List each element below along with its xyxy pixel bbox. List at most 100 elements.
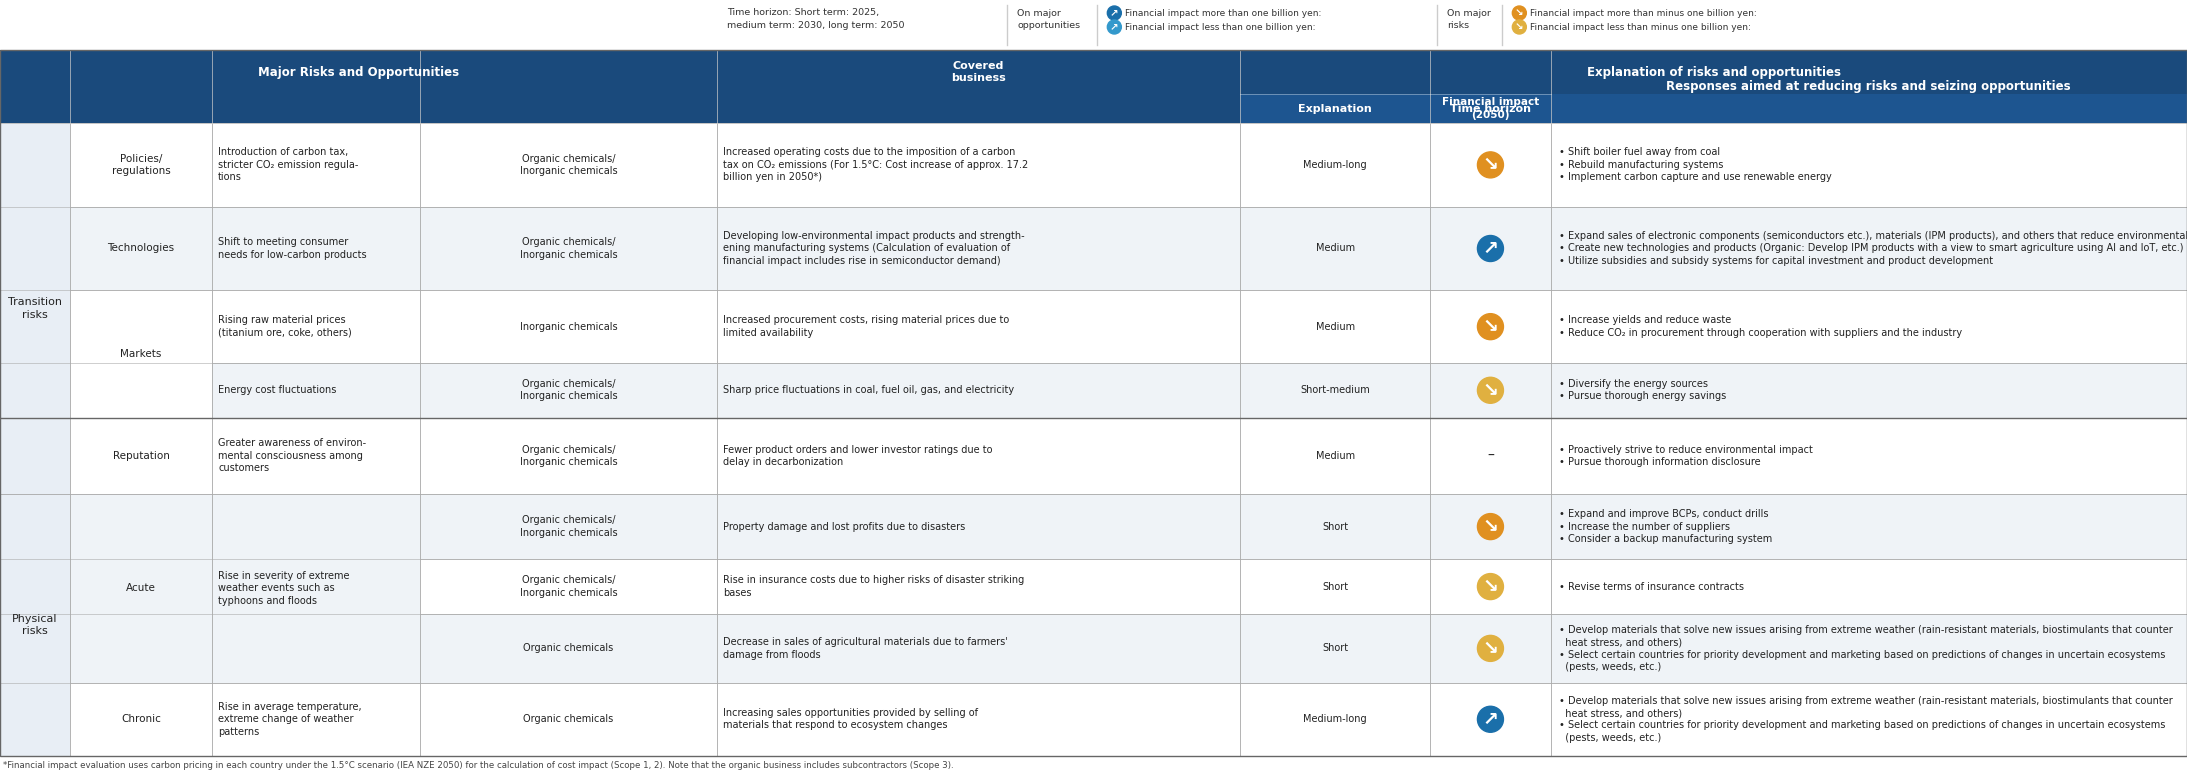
Text: • Expand and improve BCPs, conduct drills
• Increase the number of suppliers
• C: • Expand and improve BCPs, conduct drill… [1559,509,1771,544]
Circle shape [1478,636,1502,661]
Text: Sharp price fluctuations in coal, fuel oil, gas, and electricity: Sharp price fluctuations in coal, fuel o… [724,385,1015,395]
Circle shape [1107,6,1122,20]
Text: Inorganic chemicals: Inorganic chemicals [521,322,617,332]
Bar [0,494,2187,560]
Text: • Proactively strive to reduce environmental impact
• Pursue thorough informatio: • Proactively strive to reduce environme… [1559,445,1813,467]
Bar [717,123,1240,207]
Bar [212,494,420,683]
Bar [1240,418,1430,494]
Bar [717,50,1240,94]
Bar [1430,494,1551,560]
Text: ↘: ↘ [1483,155,1498,174]
Bar [212,418,420,494]
Text: medium term: 2030, long term: 2050: medium term: 2030, long term: 2050 [728,22,905,30]
Text: Medium: Medium [1317,322,1354,332]
Bar [717,291,1240,363]
Text: • Develop materials that solve new issues arising from extreme weather (rain-res: • Develop materials that solve new issue… [1559,696,2172,743]
Text: ↘: ↘ [1483,317,1498,336]
Bar [70,683,212,756]
Bar [717,418,1240,494]
Text: Explanation of risks and opportunities: Explanation of risks and opportunities [1586,66,1841,79]
Bar [420,560,717,614]
Bar [717,494,1240,560]
Text: Transition
risks: Transition risks [9,298,61,319]
Text: Increased operating costs due to the imposition of a carbon
tax on CO₂ emissions: Increased operating costs due to the imp… [724,147,1028,182]
Bar [70,494,212,683]
Bar [0,418,2187,494]
Text: ↘: ↘ [1516,8,1524,18]
Bar [1430,363,1551,418]
Bar [717,363,1240,418]
Bar [1240,94,1430,123]
Text: ↗: ↗ [1483,239,1498,258]
Text: Time horizon: Short term: 2025,: Time horizon: Short term: 2025, [728,9,879,18]
Bar [1240,560,1430,614]
Text: Medium-long: Medium-long [1303,160,1367,170]
Bar [0,291,2187,363]
Bar [0,50,2187,123]
Bar [70,291,212,418]
Bar [1430,123,1551,207]
Text: Policies/
regulations: Policies/ regulations [112,153,171,176]
Text: Physical
risks: Physical risks [13,614,57,636]
Text: ↘: ↘ [1483,577,1498,596]
Text: Organic chemicals/
Inorganic chemicals: Organic chemicals/ Inorganic chemicals [521,379,617,401]
Bar [420,291,717,363]
Bar [420,123,717,207]
Text: • Expand sales of electronic components (semiconductors etc.), materials (IPM pr: • Expand sales of electronic components … [1559,231,2187,266]
Text: Major Risks and Opportunities: Major Risks and Opportunities [258,66,459,79]
Bar [1551,560,2187,614]
Text: Markets: Markets [120,349,162,359]
Text: ↘: ↘ [1483,381,1498,400]
Text: Medium-long: Medium-long [1303,715,1367,725]
Text: Financial impact more than one billion yen:: Financial impact more than one billion y… [1126,9,1321,18]
Text: Introduction of carbon tax,
stricter CO₂ emission regula-
tions: Introduction of carbon tax, stricter CO₂… [219,147,359,182]
Bar [70,291,212,418]
Bar [1551,683,2187,756]
Text: Financial impact less than one billion yen:: Financial impact less than one billion y… [1126,22,1317,32]
Text: Short: Short [1323,581,1347,591]
Bar [212,207,420,291]
Text: *Financial impact evaluation uses carbon pricing in each country under the 1.5°C: *Financial impact evaluation uses carbon… [2,761,954,770]
Text: Financial impact less than minus one billion yen:: Financial impact less than minus one bil… [1531,22,1752,32]
Text: On major: On major [1448,9,1492,18]
Text: ↘: ↘ [1516,22,1524,32]
Text: Medium: Medium [1317,451,1354,460]
Circle shape [1107,20,1122,34]
Bar [1240,363,1430,418]
Circle shape [1478,706,1502,732]
Bar [1430,683,1551,756]
Circle shape [1478,574,1502,600]
Text: Decrease in sales of agricultural materials due to farmers'
damage from floods: Decrease in sales of agricultural materi… [724,637,1008,660]
Bar [1240,683,1430,756]
Bar [0,363,2187,418]
Bar [420,363,717,418]
Text: Property damage and lost profits due to disasters: Property damage and lost profits due to … [724,522,967,532]
Text: Reputation: Reputation [112,451,171,460]
Text: Acute: Acute [127,584,155,594]
Text: • Revise terms of insurance contracts: • Revise terms of insurance contracts [1559,581,1743,591]
Text: ↗: ↗ [1111,22,1118,32]
Text: Organic chemicals/
Inorganic chemicals: Organic chemicals/ Inorganic chemicals [521,237,617,260]
Text: Rise in insurance costs due to higher risks of disaster striking
bases: Rise in insurance costs due to higher ri… [724,575,1024,598]
Circle shape [1513,6,1527,20]
Text: • Diversify the energy sources
• Pursue thorough energy savings: • Diversify the energy sources • Pursue … [1559,379,1726,401]
Bar [0,614,2187,683]
Bar [420,418,717,494]
Text: Time horizon: Time horizon [1450,104,1531,114]
Text: Responses aimed at reducing risks and seizing opportunities: Responses aimed at reducing risks and se… [1666,81,2071,93]
Text: Explanation: Explanation [1299,104,1371,114]
Bar [1240,614,1430,683]
Bar [1551,50,2187,123]
Text: Rise in severity of extreme
weather events such as
typhoons and floods: Rise in severity of extreme weather even… [219,571,350,606]
Text: Technologies: Technologies [107,243,175,253]
Text: Increased procurement costs, rising material prices due to
limited availability: Increased procurement costs, rising mate… [724,315,1010,338]
Bar [1430,94,1551,123]
Bar [212,123,420,207]
Bar [1430,560,1551,614]
Text: • Develop materials that solve new issues arising from extreme weather (rain-res: • Develop materials that solve new issue… [1559,625,2172,672]
Bar [0,123,70,494]
Text: • Shift boiler fuel away from coal
• Rebuild manufacturing systems
• Implement c: • Shift boiler fuel away from coal • Reb… [1559,147,1831,182]
Bar [1430,614,1551,683]
Text: Covered
business: Covered business [951,61,1006,84]
